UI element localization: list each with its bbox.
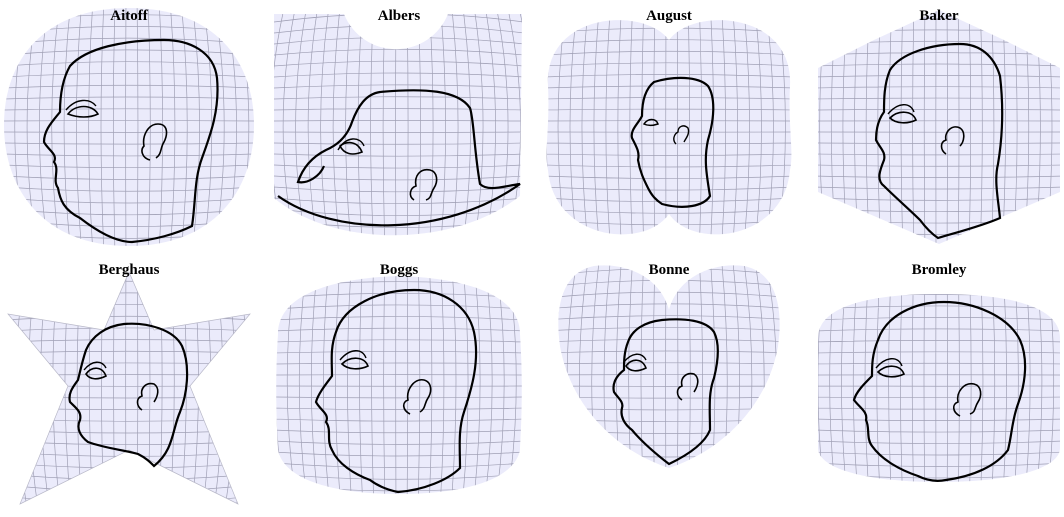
august-projection [546,20,792,235]
panel-title: Boggs [379,262,419,278]
graticule-lines [276,276,522,494]
panel-title: Aitoff [110,8,148,24]
bromley-projection [818,294,1060,482]
sphere [558,265,780,468]
panel-baker: Baker [814,0,1064,254]
aitoff-projection [4,8,254,246]
panel-title: Bonne [648,262,690,278]
sphere [4,8,254,246]
graticule [546,20,792,235]
sphere [274,14,522,236]
boggs-projection [276,276,522,494]
albers-projection [274,14,522,236]
head-outline [42,38,219,244]
graticule-lines [546,20,792,235]
sphere [8,272,250,504]
panel-title: Bromley [911,262,967,278]
head-outline [314,288,478,494]
panel-title: Baker [919,8,959,24]
panel-title: Berghaus [98,262,160,278]
graticule [274,14,522,236]
graticule-lines [818,10,1060,244]
panel-boggs: Boggs [274,254,524,508]
head-outline [277,89,521,227]
head-outline [874,42,1004,240]
graticule [818,10,1060,244]
berghaus-projection [7,271,251,505]
panel-bromley: Bromley [814,254,1064,508]
panel-august: August [544,0,794,254]
baker-projection [818,10,1060,244]
head-outline [612,318,719,466]
star-rays [7,271,251,505]
panel-albers: Albers [274,0,524,254]
panel-berghaus: Berghaus [4,254,254,508]
graticule [4,8,254,246]
graticule-lines [4,8,254,246]
head-outline [630,76,715,208]
panel-title: August [646,8,692,24]
graticule-lines [818,294,1060,482]
panel-bonne: Bonne [544,254,794,508]
head-outline [852,300,1027,482]
graticule-lines [274,14,522,236]
graticule [276,276,522,494]
panel-aitoff: Aitoff [4,0,254,254]
panel-title: Albers [377,8,421,24]
graticule [818,294,1060,482]
bonne-projection [558,265,780,468]
sphere [546,20,792,235]
sphere [276,276,522,494]
head-outline [68,322,189,468]
